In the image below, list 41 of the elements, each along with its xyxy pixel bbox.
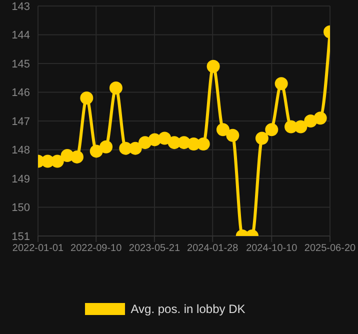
legend-label: Avg. pos. in lobby DK (130, 302, 246, 316)
y-tick-label: 147 (12, 116, 30, 128)
y-tick-label: 143 (12, 0, 30, 13)
point (109, 81, 122, 94)
point (226, 128, 240, 142)
x-tick-label: 2022-09-10 (70, 243, 122, 254)
point (294, 120, 308, 134)
point (148, 133, 162, 146)
y-tick-label: 145 (12, 58, 30, 70)
x-tick-label: 2024-01-28 (187, 243, 239, 254)
point (274, 77, 288, 90)
y-tick-label: 149 (12, 173, 30, 186)
x-tick-label: 2023-05-21 (128, 243, 180, 254)
point (41, 154, 54, 168)
point (255, 132, 268, 145)
x-tick-label: 2024-10-10 (246, 243, 298, 254)
point (196, 138, 210, 150)
point (60, 149, 74, 162)
y-tick-label: 150 (12, 202, 30, 214)
y-tick-label: 148 (12, 144, 30, 157)
point (206, 60, 220, 73)
point (119, 142, 132, 155)
point (138, 136, 152, 150)
point (187, 138, 200, 150)
point (216, 123, 230, 136)
point (70, 150, 84, 164)
point (128, 142, 142, 155)
x-tick-label: 2022-01-01 (12, 243, 64, 254)
point (100, 140, 113, 154)
point (265, 123, 278, 136)
y-tick-label: 151 (12, 230, 30, 243)
y-tick-label: 144 (12, 30, 30, 42)
point (314, 112, 327, 125)
x-tick-label: 2025-06-20 (304, 243, 356, 254)
point (158, 132, 172, 145)
point (80, 92, 94, 104)
point (178, 136, 190, 150)
point (90, 144, 103, 158)
point (304, 114, 318, 128)
y-tick-label: 146 (12, 87, 30, 100)
point (50, 154, 64, 168)
